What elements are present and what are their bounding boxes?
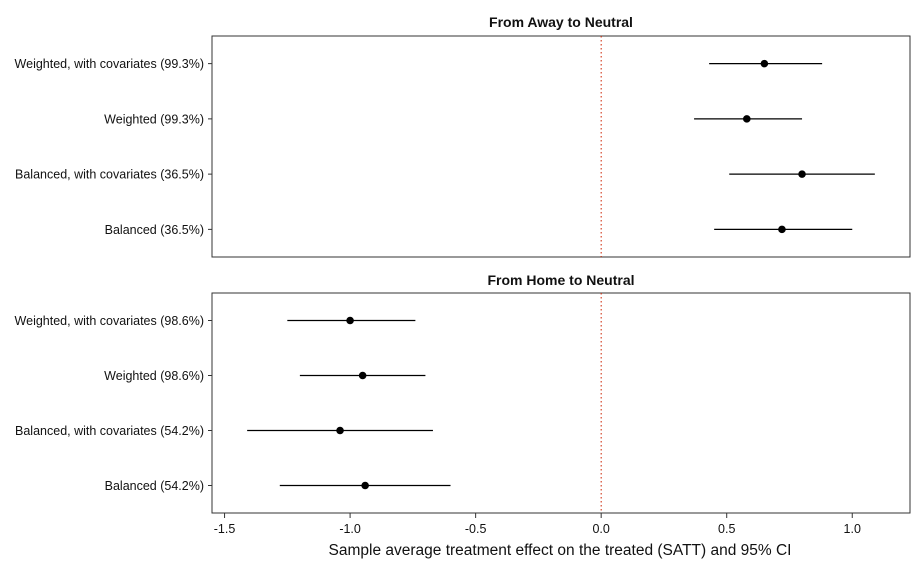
panel-title: From Away to Neutral bbox=[489, 14, 633, 30]
x-tick-label: 0.5 bbox=[718, 522, 735, 536]
panels: From Away to Neutral Weighted, with covar… bbox=[15, 14, 911, 514]
x-tick-label: -1.0 bbox=[339, 522, 361, 536]
row-label: Balanced, with covariates (36.5%) bbox=[15, 168, 204, 182]
panel-title: From Home to Neutral bbox=[487, 272, 634, 288]
panel-frame bbox=[211, 292, 911, 514]
panel-2: From Home to Neutral Weighted, with covar… bbox=[15, 272, 911, 514]
x-tick-label: -0.5 bbox=[465, 522, 487, 536]
row-label: Weighted (98.6%) bbox=[104, 369, 204, 383]
point-estimate bbox=[742, 115, 751, 123]
panel-frame bbox=[211, 35, 911, 258]
row-label: Weighted, with covariates (98.6%) bbox=[15, 314, 204, 328]
point-estimate bbox=[798, 170, 806, 178]
point-estimate bbox=[778, 225, 786, 234]
x-tick-label: 0.0 bbox=[592, 522, 609, 536]
point-estimate bbox=[760, 59, 769, 68]
x-axis-title: Sample average treatment effect on the t… bbox=[329, 542, 792, 559]
row-label: Balanced (54.2%) bbox=[105, 479, 204, 493]
row-label: Weighted, with covariates (99.3%) bbox=[15, 57, 204, 71]
point-estimate bbox=[361, 481, 369, 490]
row-label: Balanced (36.5%) bbox=[105, 223, 204, 237]
row-label: Weighted (99.3%) bbox=[104, 112, 204, 126]
point-estimate bbox=[346, 316, 354, 325]
panel-1: From Away to Neutral Weighted, with covar… bbox=[15, 14, 911, 258]
x-tick-label: 1.0 bbox=[844, 522, 861, 536]
point-estimate bbox=[358, 371, 367, 380]
row-label: Balanced, with covariates (54.2%) bbox=[15, 424, 204, 438]
x-tick-label: -1.5 bbox=[214, 522, 236, 536]
x-axis: -1.5 -1.0 -0.5 0.0 0.5 1.0 bbox=[214, 513, 861, 536]
point-estimate bbox=[336, 426, 344, 435]
